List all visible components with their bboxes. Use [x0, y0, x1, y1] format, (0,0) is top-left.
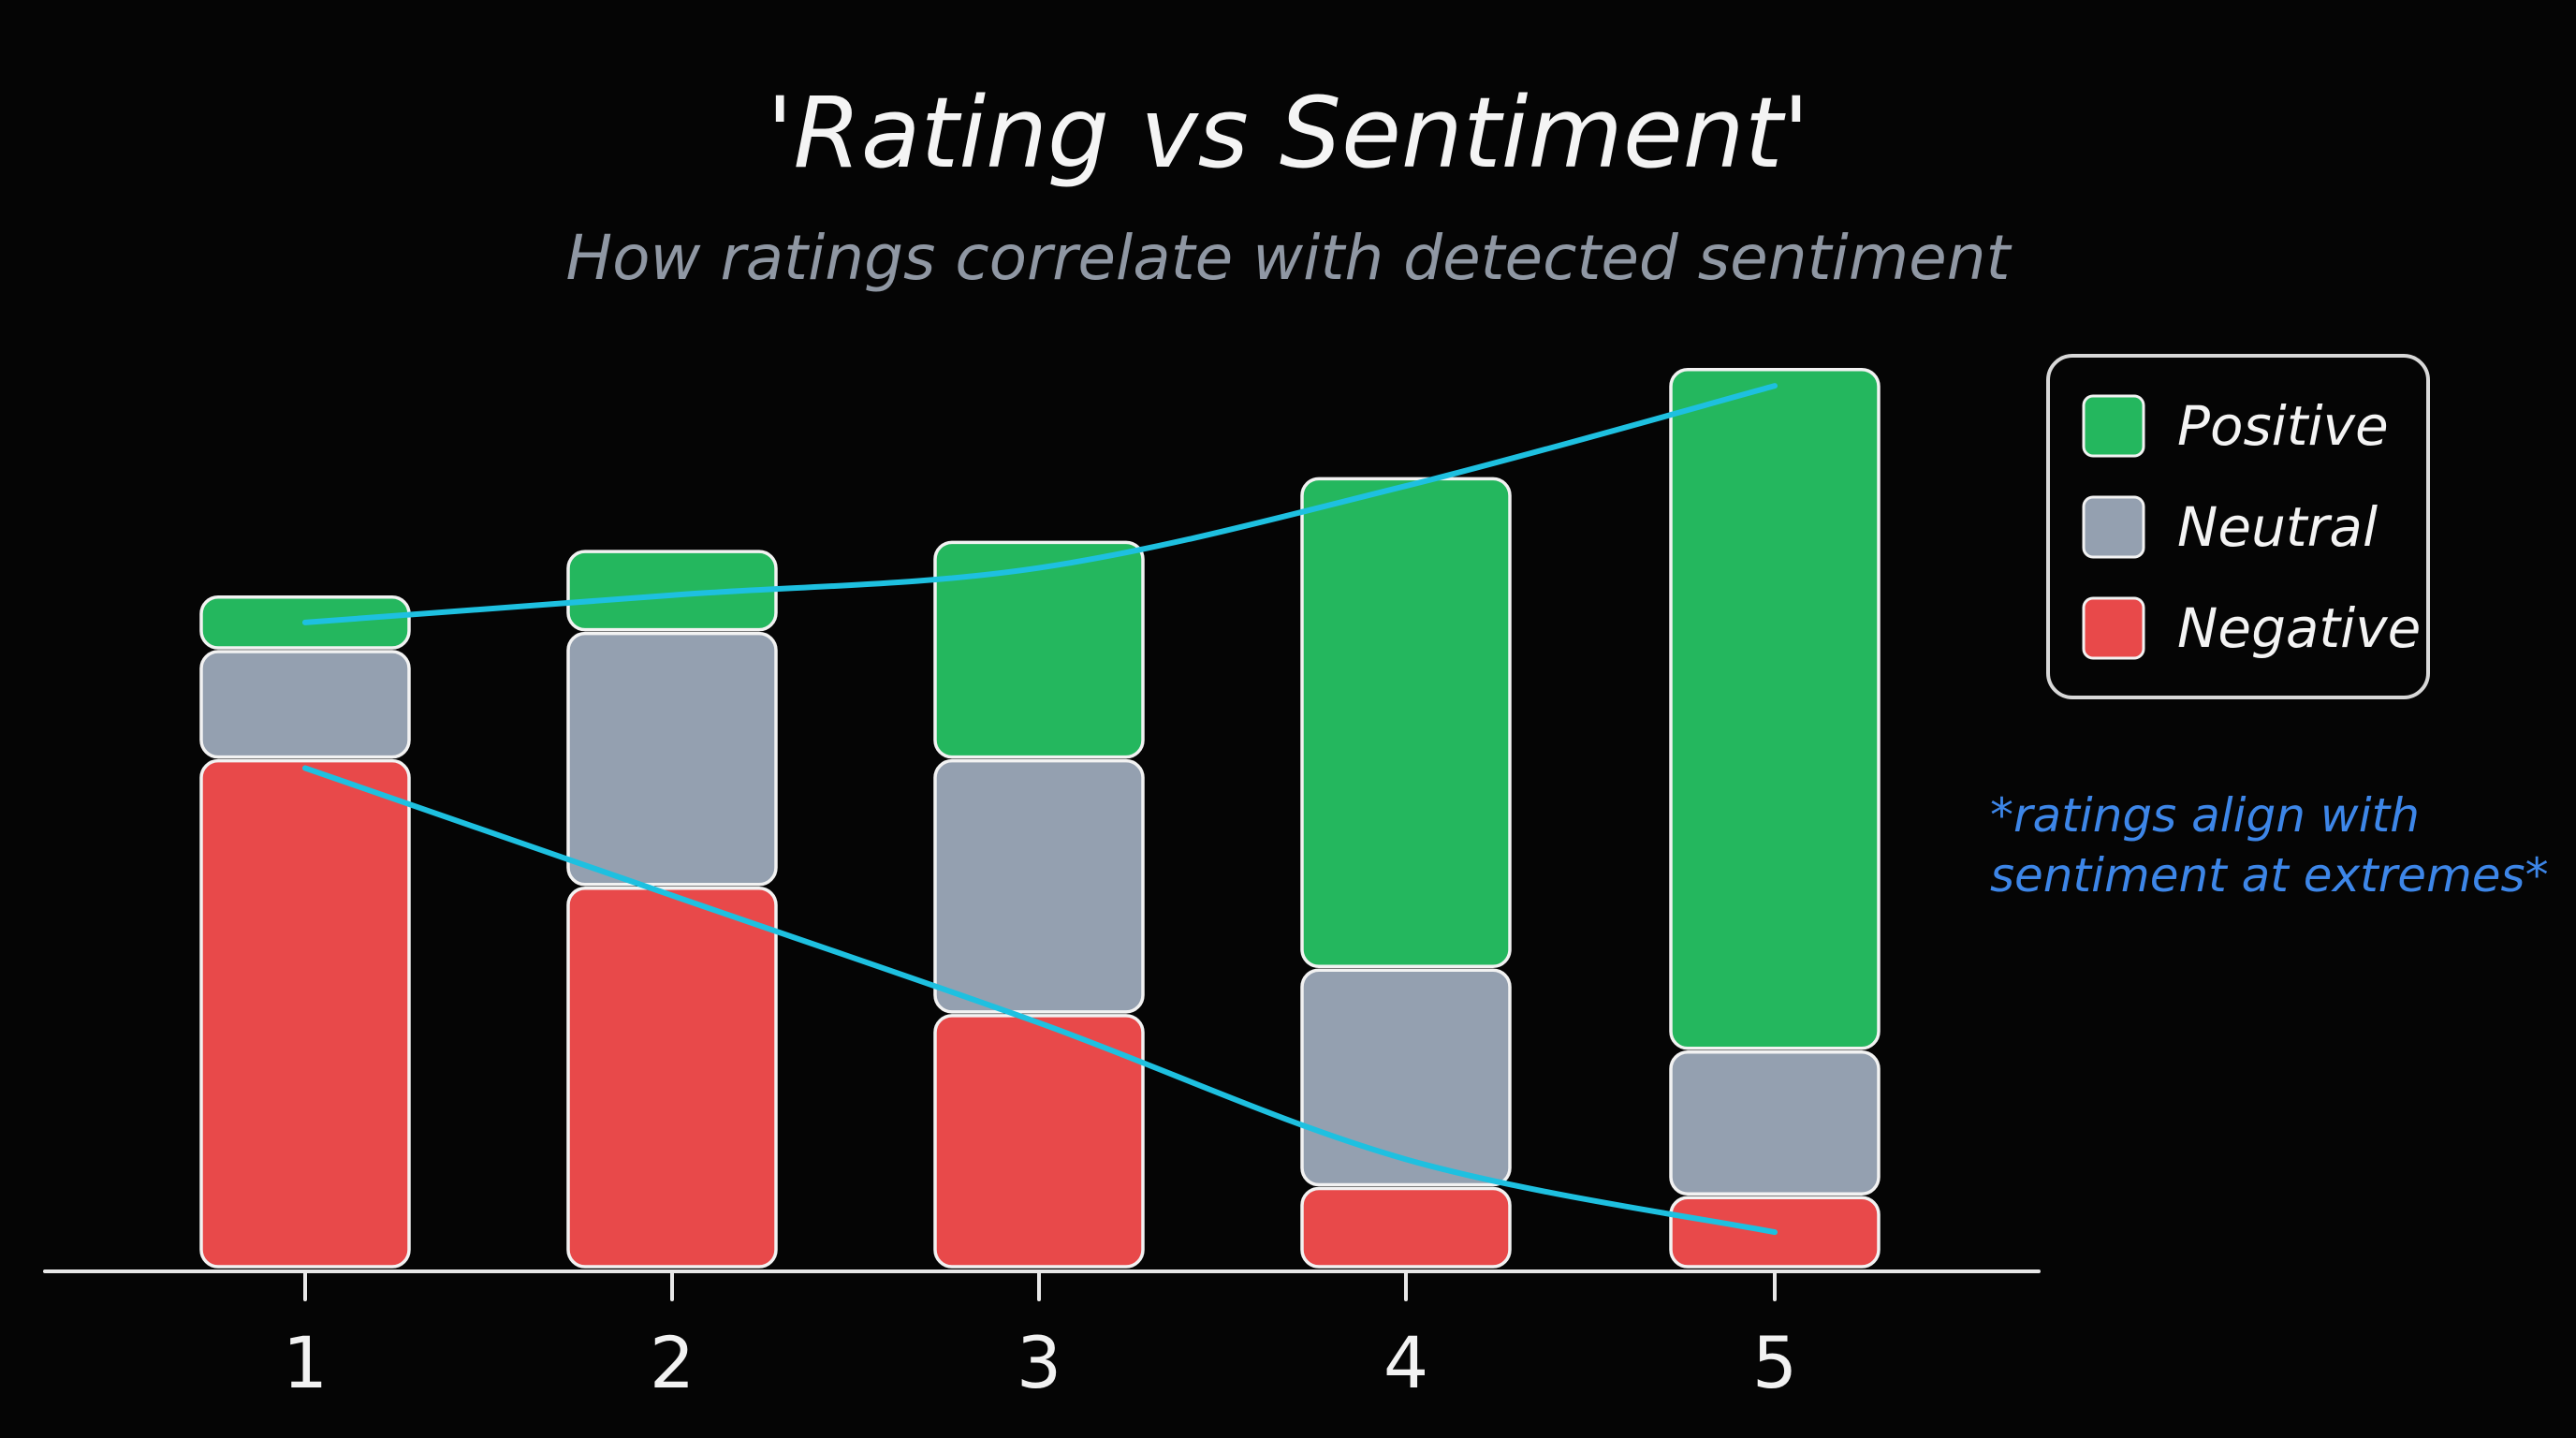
- bar-neutral-rating-5: [1669, 1049, 1881, 1196]
- legend-label-positive: Positive: [2177, 394, 2389, 458]
- x-tick-label-4: 4: [1383, 1321, 1428, 1404]
- chart-title: 'Rating vs Sentiment': [767, 76, 1809, 190]
- bar-negative-rating-4: [1300, 1186, 1512, 1269]
- x-tick-label-2: 2: [650, 1321, 695, 1404]
- x-tick-label-3: 3: [1017, 1321, 1061, 1404]
- annotation-line-1: *ratings align with: [1990, 788, 2420, 843]
- legend-swatch-positive: [2082, 394, 2145, 458]
- bar-negative-rating-2: [566, 887, 778, 1269]
- bar-neutral-rating-1: [199, 650, 411, 759]
- x-tick-label-1: 1: [283, 1321, 328, 1404]
- bar-neutral-rating-2: [566, 631, 778, 887]
- bar-neutral-rating-4: [1300, 968, 1512, 1187]
- legend: Positive Neutral Negative: [2046, 354, 2430, 699]
- annotation: *ratings align with sentiment at extreme…: [1990, 788, 2549, 902]
- chart-subtitle: How ratings correlate with detected sent…: [566, 222, 2012, 294]
- trend-line-positive: [302, 383, 1778, 625]
- bar-positive-rating-5: [1669, 367, 1881, 1050]
- bar-neutral-rating-3: [933, 758, 1145, 1014]
- x-axis-ticks: 1 2 3 4 5: [283, 1269, 1797, 1404]
- legend-entries: Positive Neutral Negative: [2082, 394, 2421, 660]
- annotation-line-2: sentiment at extremes*: [1990, 848, 2549, 902]
- bar-negative-rating-3: [933, 1014, 1145, 1269]
- trend-lines-layer: [302, 383, 1778, 1236]
- bar-positive-rating-4: [1300, 477, 1512, 968]
- legend-swatch-neutral: [2082, 495, 2145, 559]
- legend-swatch-negative: [2082, 596, 2145, 660]
- trend-line-negative: [302, 765, 1778, 1236]
- legend-label-negative: Negative: [2177, 596, 2421, 660]
- bar-positive-rating-3: [933, 540, 1145, 759]
- legend-label-neutral: Neutral: [2177, 495, 2378, 559]
- bar-negative-rating-1: [199, 758, 411, 1269]
- x-tick-label-5: 5: [1752, 1321, 1797, 1404]
- bars-layer: [199, 367, 1881, 1269]
